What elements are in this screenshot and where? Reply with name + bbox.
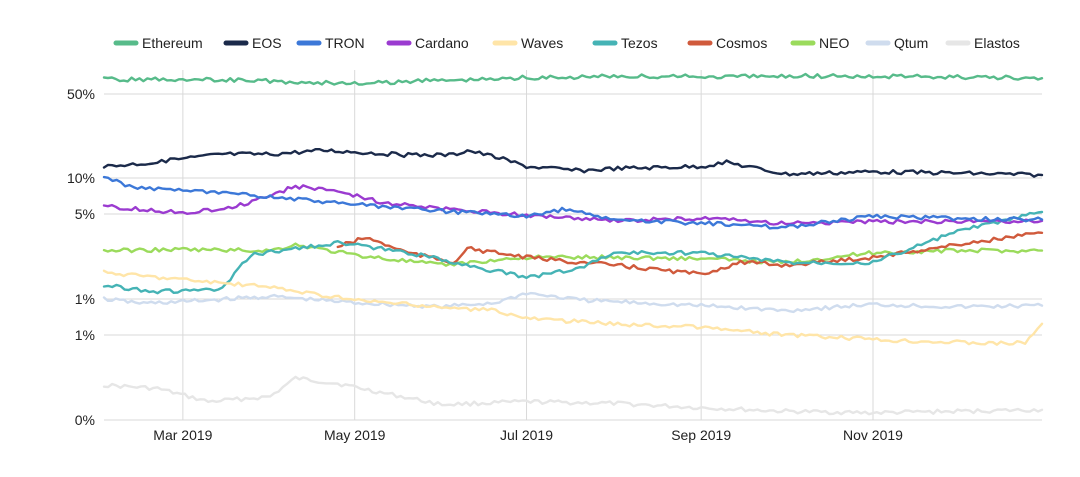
series-line-eos bbox=[102, 148, 1044, 178]
legend: Ethereum EOS TRON Cardano Waves Tezos Cosmos NE… bbox=[113, 35, 1020, 51]
legend-label-eos: EOS bbox=[252, 35, 282, 51]
series-line-cosmos bbox=[336, 231, 1044, 276]
y-tick-label: 5% bbox=[75, 206, 95, 222]
legend-label-ethereum: Ethereum bbox=[142, 35, 203, 51]
series-line-tezos bbox=[102, 210, 1044, 295]
y-tick-label: 1% bbox=[75, 327, 95, 343]
series-line-waves bbox=[102, 269, 1044, 346]
series-line-tron bbox=[102, 175, 1044, 230]
y-axis-ticks: 0% 1% 1% 5% 10% 50% bbox=[67, 86, 95, 428]
x-axis-ticks: Mar 2019 May 2019 Jul 2019 Sep 2019 Nov 2019 bbox=[153, 427, 903, 443]
legend-label-elastos: Elastos bbox=[974, 35, 1020, 51]
series-line-neo bbox=[102, 242, 1044, 267]
series-line-ethereum bbox=[102, 72, 1044, 86]
series-line-elastos bbox=[102, 375, 1044, 416]
x-tick-label: May 2019 bbox=[324, 427, 386, 443]
legend-label-cardano: Cardano bbox=[415, 35, 469, 51]
x-tick-label: Mar 2019 bbox=[153, 427, 212, 443]
series-line-cardano bbox=[102, 184, 1044, 226]
x-tick-label: Jul 2019 bbox=[500, 427, 553, 443]
y-tick-label: 0% bbox=[75, 412, 95, 428]
gridlines bbox=[104, 70, 1042, 421]
series-line-qtum bbox=[102, 291, 1044, 314]
legend-label-neo: NEO bbox=[819, 35, 849, 51]
legend-label-cosmos: Cosmos bbox=[716, 35, 767, 51]
y-tick-label: 1% bbox=[75, 291, 95, 307]
legend-label-waves: Waves bbox=[521, 35, 563, 51]
y-tick-label: 50% bbox=[67, 86, 95, 102]
x-tick-label: Nov 2019 bbox=[843, 427, 903, 443]
x-tick-label: Sep 2019 bbox=[671, 427, 731, 443]
y-tick-label: 10% bbox=[67, 170, 95, 186]
legend-label-tezos: Tezos bbox=[621, 35, 658, 51]
series-lines bbox=[102, 72, 1044, 416]
legend-label-qtum: Qtum bbox=[894, 35, 928, 51]
legend-label-tron: TRON bbox=[325, 35, 365, 51]
